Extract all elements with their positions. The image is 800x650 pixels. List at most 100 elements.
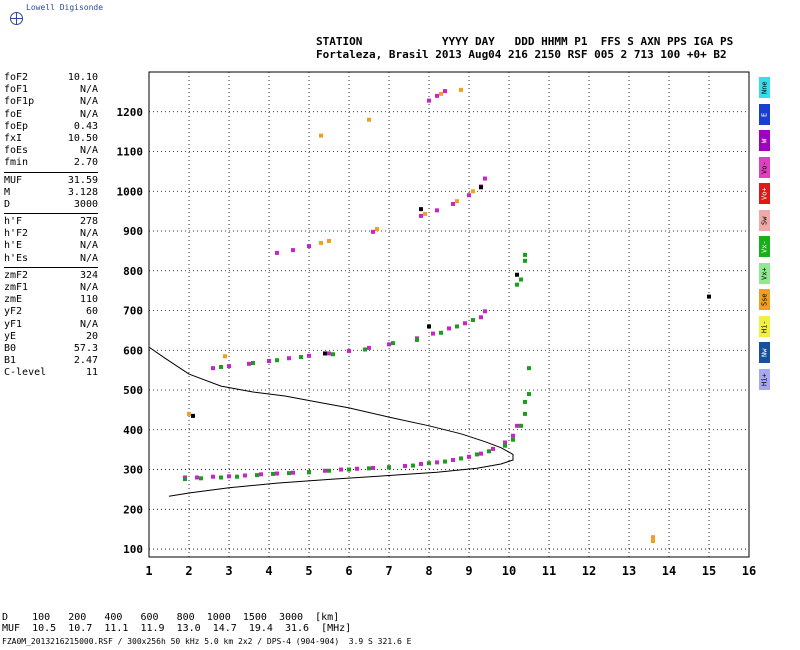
echo-point <box>511 437 515 442</box>
echo-point <box>427 98 431 103</box>
echo-point <box>327 351 331 356</box>
x-tick-label: 4 <box>265 564 272 578</box>
echo-point <box>443 89 447 94</box>
param-row: M 3.128 <box>4 187 98 199</box>
x-tick-label: 2 <box>185 564 192 578</box>
param-label: zmF1 <box>4 282 29 293</box>
param-value: N/A <box>79 228 98 240</box>
param-row: h'F2 N/A <box>4 228 98 240</box>
y-tick-label: 200 <box>123 503 143 516</box>
echo-point <box>435 208 439 213</box>
echo-point <box>367 345 371 350</box>
echo-point <box>479 315 483 320</box>
param-value: 11 <box>85 367 98 379</box>
param-label: foE <box>4 108 23 120</box>
echo-point <box>471 318 475 323</box>
param-label: yF2 <box>4 306 23 318</box>
param-label: fmin <box>4 157 29 169</box>
globe-icon <box>10 12 23 25</box>
echo-point <box>479 451 483 456</box>
param-value: N/A <box>79 96 98 108</box>
param-value: 57.3 <box>73 342 98 354</box>
echo-point <box>415 337 419 342</box>
echo-point <box>363 347 367 352</box>
echo-point <box>371 465 375 470</box>
echo-point <box>523 252 527 257</box>
echo-point <box>523 411 527 416</box>
param-row: B1 2.47 <box>4 355 98 367</box>
param-row: yF1 N/A <box>4 319 98 331</box>
param-value: N/A <box>79 108 98 120</box>
direction-legend: Nne E W Vo- Vo+ Sw Vx- Vx+ Sse Hi- Nw Hi+ <box>759 77 771 395</box>
distance-muf-table: D 100 200 400 600 800 1000 1500 3000 [km… <box>2 612 351 634</box>
echo-point <box>271 471 275 476</box>
echo-point <box>651 535 655 540</box>
param-value: N/A <box>79 240 98 252</box>
echo-point <box>275 471 279 476</box>
param-label: foEs <box>4 145 29 157</box>
param-label: foF1p <box>4 96 35 108</box>
echo-point <box>339 467 343 472</box>
param-value: 10.50 <box>67 132 98 144</box>
param-label: yF1 <box>4 318 23 330</box>
echo-point <box>219 364 223 369</box>
param-row: yE 20 <box>4 331 98 343</box>
echo-point <box>523 258 527 263</box>
echo-point <box>487 449 491 454</box>
echo-point <box>431 331 435 336</box>
station-header: STATION YYYY DAY DDD HHMM P1 FFS S AXN P… <box>316 35 733 61</box>
echo-point <box>423 211 427 216</box>
echo-point <box>323 468 327 473</box>
param-value: 2.70 <box>73 157 98 169</box>
echo-point <box>327 238 331 243</box>
muf-row: MUF 10.5 10.7 11.1 11.9 13.0 14.7 19.4 3… <box>2 623 352 634</box>
echo-point <box>287 356 291 361</box>
echo-point <box>307 353 311 358</box>
header-line-1: STATION YYYY DAY DDD HHMM P1 FFS S AXN P… <box>316 35 734 48</box>
y-tick-label: 1200 <box>117 106 144 119</box>
echo-point <box>347 349 351 354</box>
y-tick-label: 400 <box>123 424 143 437</box>
y-tick-label: 800 <box>123 265 143 278</box>
echo-point <box>427 324 431 329</box>
file-info-footer: FZA0M_2013216215000.RSF / 300x256h 50 kH… <box>2 637 412 646</box>
echo-point <box>355 466 359 471</box>
header-line-2: Fortaleza, Brasil 2013 Aug04 216 2150 RS… <box>316 48 727 61</box>
param-row: C-level 11 <box>4 367 98 379</box>
echo-point <box>387 465 391 470</box>
param-label: C-level <box>4 367 47 379</box>
x-tick-label: 12 <box>582 564 596 578</box>
echo-point <box>439 330 443 335</box>
param-label: h'Es <box>4 252 29 264</box>
param-label: h'E <box>4 240 23 252</box>
legend-item: Nw <box>759 342 770 363</box>
param-label: B0 <box>4 342 17 354</box>
legend-item: E <box>759 103 770 125</box>
echo-point <box>651 539 655 544</box>
echo-point <box>291 470 295 475</box>
legend-item: Sw <box>759 209 770 231</box>
echo-point <box>707 294 711 299</box>
logo: Lowell Digisonde <box>6 3 126 27</box>
param-value: 10.10 <box>67 72 98 83</box>
density-profile-line <box>148 346 514 497</box>
echo-point <box>299 355 303 360</box>
echo-point <box>419 461 423 466</box>
param-row: h'Es N/A <box>4 253 98 265</box>
echo-point <box>515 272 519 277</box>
param-value: 60 <box>85 306 98 318</box>
y-tick-label: 900 <box>123 225 143 238</box>
legend-item: W <box>759 130 770 151</box>
param-value: N/A <box>79 145 98 157</box>
param-label: MUF <box>4 174 23 186</box>
echo-point <box>483 309 487 314</box>
param-row: h'E N/A <box>4 240 98 252</box>
param-row: foF1p N/A <box>4 96 98 108</box>
echo-point <box>387 342 391 347</box>
param-separator <box>4 266 98 268</box>
param-row: zmF2 324 <box>4 270 98 282</box>
echo-point <box>475 452 479 457</box>
param-row: B0 57.3 <box>4 343 98 355</box>
param-value: 3.128 <box>67 186 98 198</box>
